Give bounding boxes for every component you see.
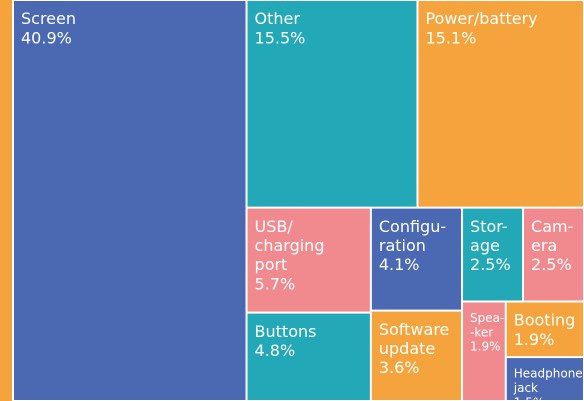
label-line: charging — [255, 236, 325, 255]
label-line: USB/ — [255, 216, 294, 235]
label-line: age — [470, 236, 500, 255]
tile-label: Cam-era 2.5% — [531, 216, 573, 273]
label-line: era — [531, 236, 557, 255]
tile — [371, 311, 462, 400]
tile-label: Headphonejack1.5% — [513, 366, 583, 401]
tile-label: Other 15.5% — [255, 9, 306, 47]
tile-label: Booting 1.9% — [514, 310, 576, 348]
tile-label: Screen 40.9% — [21, 9, 76, 47]
value-label: 40.9% — [21, 28, 72, 47]
label-line: ration — [379, 236, 426, 255]
label-line: jack — [513, 380, 538, 394]
tile-label: Stor-age 2.5% — [470, 216, 511, 273]
label-line: Spea- — [470, 310, 504, 324]
value-label: 4.8% — [255, 340, 296, 359]
label-line: Other — [255, 9, 301, 28]
value-label: 1.5% — [514, 395, 545, 401]
tile-label: Power/battery 15.1% — [425, 9, 537, 47]
label-line: Headphone — [514, 366, 583, 380]
tile — [371, 208, 462, 310]
label-line: Booting — [514, 310, 576, 329]
tile — [506, 302, 583, 357]
label-line: Software — [379, 319, 450, 338]
value-label: 15.1% — [425, 28, 476, 47]
label-line: Screen — [21, 9, 76, 28]
tile — [247, 1, 417, 207]
value-label: 15.5% — [255, 28, 306, 47]
tile — [506, 358, 583, 400]
value-label: 3.6% — [379, 358, 420, 377]
value-label: 1.9% — [470, 339, 501, 353]
side-strip — [0, 0, 12, 401]
tile-label: Buttons 4.8% — [255, 321, 317, 359]
tile — [524, 208, 583, 301]
tile-label: Software update 3.6% — [379, 319, 450, 376]
tile-label: USB/charging port 5.7% — [255, 216, 325, 293]
label-line: Power/battery — [425, 9, 537, 28]
tile — [463, 302, 505, 400]
label-line: -ker — [470, 325, 493, 339]
value-label: 5.7% — [255, 274, 296, 293]
label-line: port — [255, 255, 288, 274]
label-line: Configu- — [379, 216, 446, 235]
value-label: 1.9% — [514, 329, 555, 348]
tile — [247, 208, 370, 312]
label-line: Buttons — [255, 321, 317, 340]
tile — [463, 208, 523, 301]
tile-label: Configu-ration 4.1% — [379, 216, 446, 273]
tile — [418, 1, 583, 207]
tile — [14, 1, 246, 400]
label-line: Stor- — [470, 216, 508, 235]
tile — [247, 313, 370, 400]
value-label: 4.1% — [379, 255, 420, 274]
label-line: Cam- — [531, 216, 573, 235]
tile-label: Spea--ker 1.9% — [470, 310, 504, 353]
value-label: 2.5% — [531, 255, 572, 274]
label-line: update — [379, 338, 435, 357]
value-label: 2.5% — [470, 255, 511, 274]
